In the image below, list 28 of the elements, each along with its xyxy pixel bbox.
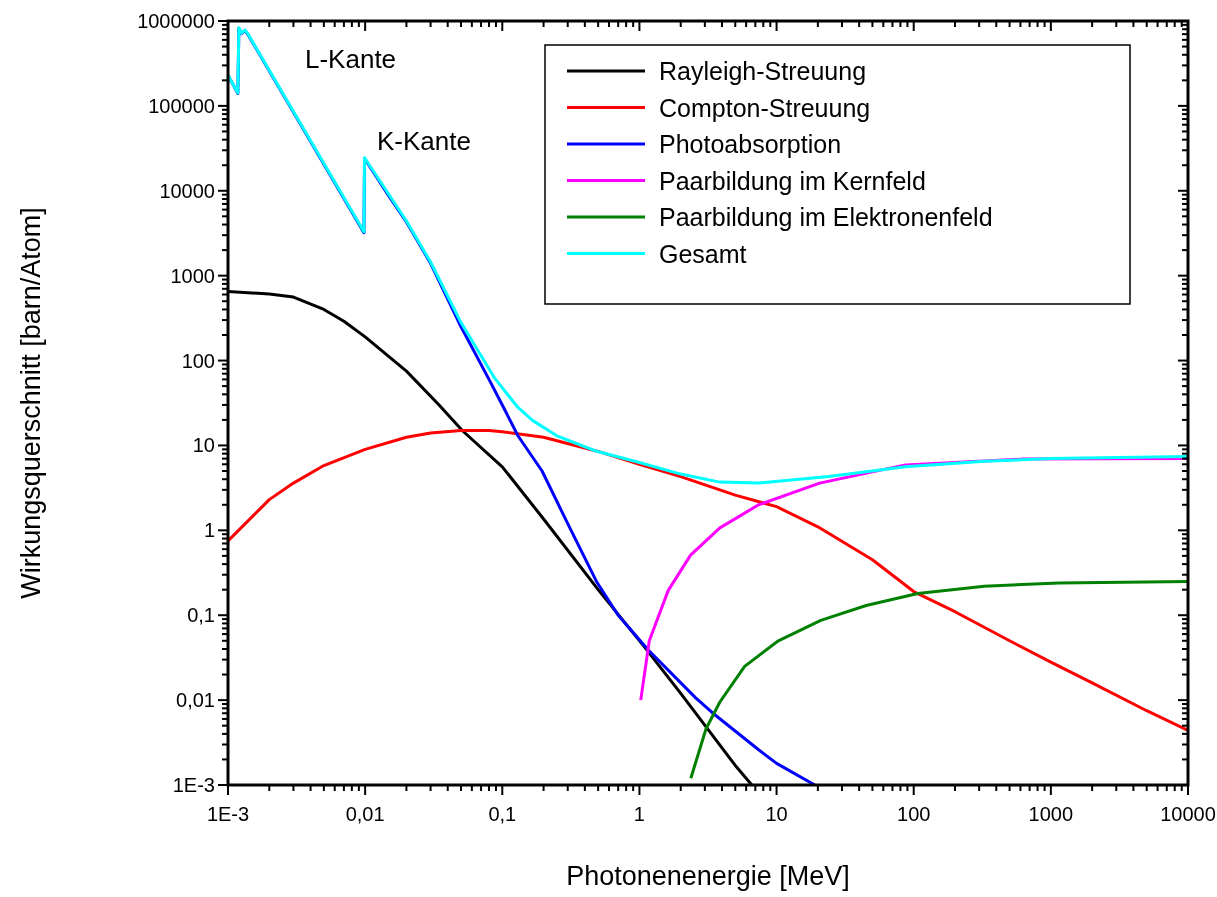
legend-label: Paarbildung im Elektronenfeld [659,203,993,231]
y-tick-label: 1000000 [137,10,215,32]
y-tick-label: 10000 [159,179,215,202]
y-tick-label: 0,01 [176,689,215,712]
y-tick-label: 0,1 [187,604,215,627]
legend-label: Compton-Streuung [659,93,871,122]
y-tick-label: 1000 [170,264,215,287]
x-tick-label: 10 [765,803,788,825]
y-tick-label: 1E-3 [172,774,215,796]
annotation: L-Kante [305,44,397,74]
legend-label: Gesamt [659,239,747,268]
x-tick-label: 100 [897,803,931,825]
x-tick-label: 1 [633,803,645,825]
legend-label: Photoabsorption [659,130,842,158]
annotation: K-Kante [377,126,471,156]
legend-label: Paarbildung im Kernfeld [659,166,926,195]
x-tick-label: 0,1 [488,803,517,825]
x-tick-label: 10000 [1160,803,1216,825]
x-axis-title: Photonenenergie [MeV] [566,861,850,891]
y-tick-label: 100 [181,349,215,372]
x-tick-label: 0,01 [345,803,385,825]
legend-label: Rayleigh-Streuung [659,57,867,85]
y-tick-label: 1 [203,519,215,542]
y-tick-label: 10 [192,434,215,457]
y-axis-title: Wirkungsquerschnitt [barn/Atom] [16,207,46,599]
y-tick-label: 100000 [148,94,215,117]
x-tick-label: 1E-3 [206,803,250,825]
x-tick-label: 1000 [1028,803,1074,825]
